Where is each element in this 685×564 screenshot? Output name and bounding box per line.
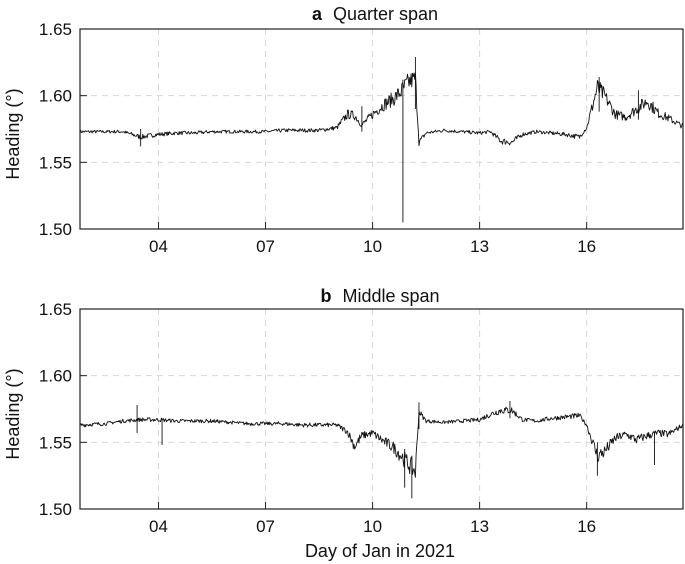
panel-a-quarter-span: a Quarter span Heading (°) 1.501.551.601…: [3, 4, 684, 256]
panel-b-middle-span: b Middle span Heading (°) 1.501.551.601.…: [3, 286, 684, 561]
panel-a-xtick-label-2: 10: [363, 237, 382, 256]
panel-a-title-text: Quarter span: [333, 4, 438, 24]
panel-b-series-layer: [79, 401, 684, 499]
panel-b-title: b Middle span: [320, 286, 439, 306]
x-axis-label: Day of Jan in 2021: [305, 541, 455, 561]
panel-b-ytick-label-1: 1.55: [39, 433, 72, 452]
panel-a-title: a Quarter span: [312, 4, 438, 24]
panel-a-series-line-0: [79, 72, 684, 147]
panel-b-letter: b: [320, 286, 331, 306]
panel-b-ylabel: Heading (°): [3, 368, 23, 459]
panel-b-xtick-label-1: 07: [256, 517, 275, 536]
panel-a-ytick-label-1: 1.55: [39, 153, 72, 172]
panel-a-frame: [79, 28, 684, 230]
panel-b-grid: [80, 308, 683, 510]
panel-b-ytick-label-3: 1.65: [39, 300, 72, 319]
panel-a-series-layer: [79, 57, 684, 223]
panel-a-letter: a: [312, 4, 323, 24]
panel-a-ytick-label-3: 1.65: [39, 20, 72, 39]
panel-b-ytick-label-0: 1.50: [39, 500, 72, 519]
panel-b-xtick-label-2: 10: [363, 517, 382, 536]
panel-a-xtick-label-4: 16: [577, 237, 596, 256]
panel-a-ylabel: Heading (°): [3, 88, 23, 179]
panel-b-xtick-label-3: 13: [470, 517, 489, 536]
panel-a-xtick-label-1: 07: [256, 237, 275, 256]
panel-a-ytick-label-2: 1.60: [39, 87, 72, 106]
panel-a-xtick-label-3: 13: [470, 237, 489, 256]
panel-b-frame: [79, 308, 684, 510]
panel-a-ticks: 1.50 1.55 1.60 1.65 04 07 10 13 16: [39, 20, 596, 256]
panel-a-ytick-label-0: 1.50: [39, 220, 72, 239]
panel-b-xtick-label-0: 04: [149, 517, 168, 536]
panel-a-xtick-label-0: 04: [149, 237, 168, 256]
panel-b-ticks: 1.50 1.55 1.60 1.65 04 07 10 13 16: [39, 300, 596, 536]
panel-b-xtick-label-4: 16: [577, 517, 596, 536]
panel-b-title-text: Middle span: [342, 286, 439, 306]
panel-b-series-line-0: [79, 406, 684, 478]
panel-b-ytick-label-2: 1.60: [39, 367, 72, 386]
panel-a-grid: [80, 28, 683, 230]
